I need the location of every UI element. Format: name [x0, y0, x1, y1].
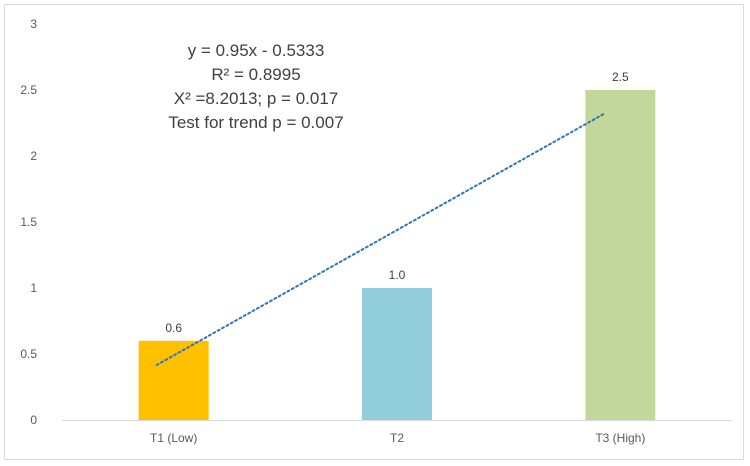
- bar-layer: [138, 90, 656, 420]
- annotation-line: R² = 0.8995: [211, 65, 300, 84]
- y-tick-label: 1: [30, 281, 37, 295]
- annotation-box: y = 0.95x - 0.5333 R² = 0.8995 X² =8.2013;…: [168, 41, 343, 132]
- trendline-layer: [155, 113, 605, 366]
- annotation-line: Test for trend p = 0.007: [168, 113, 343, 132]
- x-tick-label: T1 (Low): [150, 431, 197, 445]
- y-tick-label: 0.5: [20, 347, 37, 361]
- trendline: [155, 113, 605, 366]
- annotation-line: y = 0.95x - 0.5333: [188, 41, 325, 60]
- axis-layer: 0 0.5 1 1.5 2 2.5 3: [20, 17, 732, 427]
- y-tick-label: 2: [30, 149, 37, 163]
- bar: [362, 288, 432, 420]
- data-label: 2.5: [612, 70, 629, 84]
- bar: [585, 90, 656, 420]
- label-layer: 0.6 T1 (Low) 1.0 T2 2.5 T3 (High): [150, 70, 645, 445]
- x-tick-label: T2: [390, 431, 404, 445]
- data-label: 1.0: [389, 268, 406, 282]
- annotation-line: X² =8.2013; p = 0.017: [174, 89, 338, 108]
- y-tick-label: 1.5: [20, 215, 37, 229]
- y-tick-label: 2.5: [20, 83, 37, 97]
- y-tick-label: 0: [30, 413, 37, 427]
- y-tick-label: 3: [30, 17, 37, 31]
- x-tick-label: T3 (High): [595, 431, 645, 445]
- bar: [138, 340, 209, 420]
- data-label: 0.6: [165, 321, 182, 335]
